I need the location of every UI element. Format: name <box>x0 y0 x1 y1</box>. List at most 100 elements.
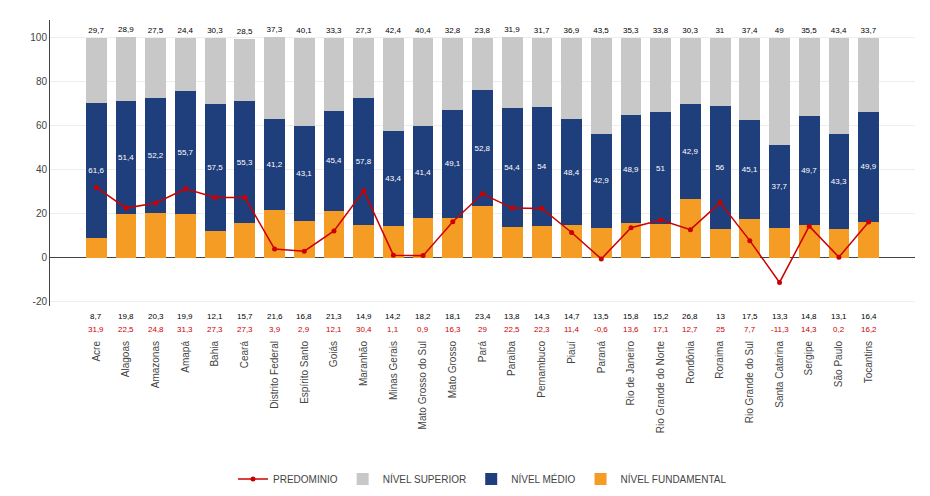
svg-text:33,8: 33,8 <box>653 26 669 35</box>
svg-text:Goiás: Goiás <box>328 341 339 367</box>
svg-text:56: 56 <box>715 163 724 172</box>
svg-text:16,3: 16,3 <box>445 325 461 334</box>
svg-text:17,5: 17,5 <box>742 312 758 321</box>
svg-text:23,4: 23,4 <box>475 312 491 321</box>
svg-text:São Paulo: São Paulo <box>833 341 844 388</box>
svg-text:27,3: 27,3 <box>207 325 223 334</box>
svg-text:-0,6: -0,6 <box>594 325 608 334</box>
svg-text:40: 40 <box>36 164 48 175</box>
svg-text:14,3: 14,3 <box>801 325 817 334</box>
svg-text:37,4: 37,4 <box>742 26 758 35</box>
svg-text:Distrito Federal: Distrito Federal <box>269 341 280 409</box>
svg-text:41,4: 41,4 <box>415 168 431 177</box>
svg-text:32,8: 32,8 <box>445 26 461 35</box>
svg-text:40,4: 40,4 <box>415 26 431 35</box>
svg-text:12,1: 12,1 <box>207 312 223 321</box>
svg-text:41,2: 41,2 <box>267 160 283 169</box>
svg-text:29: 29 <box>478 325 487 334</box>
svg-text:11,4: 11,4 <box>564 325 580 334</box>
svg-text:49,7: 49,7 <box>801 166 817 175</box>
svg-text:52,8: 52,8 <box>474 144 490 153</box>
svg-text:54,4: 54,4 <box>504 163 520 172</box>
svg-text:PREDOMINIO: PREDOMINIO <box>273 474 338 485</box>
svg-text:13,1: 13,1 <box>831 312 847 321</box>
svg-text:30,3: 30,3 <box>207 26 223 35</box>
svg-text:49,1: 49,1 <box>445 159 461 168</box>
svg-text:Pernambuco: Pernambuco <box>536 341 547 398</box>
svg-text:55,7: 55,7 <box>177 148 193 157</box>
svg-text:27,3: 27,3 <box>237 325 253 334</box>
svg-text:36,9: 36,9 <box>564 26 580 35</box>
svg-text:18,1: 18,1 <box>445 312 461 321</box>
svg-text:52,2: 52,2 <box>148 151 164 160</box>
svg-text:54: 54 <box>537 162 546 171</box>
svg-text:20: 20 <box>36 208 48 219</box>
svg-text:27,5: 27,5 <box>148 26 164 35</box>
svg-text:12,1: 12,1 <box>326 325 342 334</box>
svg-text:NÍVEL SUPERIOR: NÍVEL SUPERIOR <box>383 473 467 485</box>
svg-text:14,2: 14,2 <box>385 312 401 321</box>
svg-text:14,8: 14,8 <box>801 312 817 321</box>
svg-text:16,4: 16,4 <box>861 312 877 321</box>
svg-text:Sergipe: Sergipe <box>803 341 814 376</box>
svg-text:Tocantins: Tocantins <box>863 341 874 383</box>
svg-text:Maranhão: Maranhão <box>358 341 369 386</box>
svg-text:43,4: 43,4 <box>831 26 847 35</box>
svg-text:Santa Catarina: Santa Catarina <box>774 341 785 408</box>
svg-text:2,9: 2,9 <box>298 325 310 334</box>
svg-text:13,8: 13,8 <box>504 312 520 321</box>
svg-text:42,9: 42,9 <box>593 176 609 185</box>
svg-text:Alagoas: Alagoas <box>120 341 131 377</box>
svg-text:30,3: 30,3 <box>682 26 698 35</box>
svg-text:31,7: 31,7 <box>534 26 550 35</box>
svg-text:23,8: 23,8 <box>474 26 490 35</box>
svg-text:Paraná: Paraná <box>596 341 607 374</box>
svg-text:20,3: 20,3 <box>148 312 164 321</box>
svg-text:16,8: 16,8 <box>296 312 312 321</box>
svg-text:7,7: 7,7 <box>744 325 756 334</box>
svg-text:13,6: 13,6 <box>623 325 639 334</box>
svg-text:51,4: 51,4 <box>118 153 134 162</box>
svg-text:13,5: 13,5 <box>593 312 609 321</box>
svg-text:14,3: 14,3 <box>534 312 550 321</box>
svg-text:60: 60 <box>36 120 48 131</box>
svg-text:80: 80 <box>36 76 48 87</box>
svg-text:24,4: 24,4 <box>177 26 193 35</box>
svg-text:31,3: 31,3 <box>177 325 193 334</box>
svg-text:40,1: 40,1 <box>296 26 312 35</box>
svg-text:22,5: 22,5 <box>118 325 134 334</box>
svg-text:Rio Grande do Norte: Rio Grande do Norte <box>655 341 666 434</box>
svg-text:31,9: 31,9 <box>88 325 104 334</box>
svg-text:Bahia: Bahia <box>209 341 220 367</box>
svg-text:15,7: 15,7 <box>237 312 253 321</box>
svg-text:1,1: 1,1 <box>387 325 399 334</box>
svg-text:28,9: 28,9 <box>118 25 134 34</box>
svg-text:45,4: 45,4 <box>326 156 342 165</box>
svg-text:33,7: 33,7 <box>861 26 877 35</box>
svg-text:16,2: 16,2 <box>861 325 877 334</box>
svg-text:13: 13 <box>716 312 725 321</box>
svg-text:30,4: 30,4 <box>356 325 372 334</box>
svg-text:0: 0 <box>41 252 47 263</box>
svg-text:19,8: 19,8 <box>118 312 134 321</box>
svg-text:31,9: 31,9 <box>504 25 520 34</box>
svg-text:8,7: 8,7 <box>90 312 102 321</box>
svg-text:61,6: 61,6 <box>88 166 104 175</box>
svg-text:48,9: 48,9 <box>623 165 639 174</box>
svg-text:Minas Gerais: Minas Gerais <box>388 341 399 400</box>
svg-text:0,9: 0,9 <box>417 325 429 334</box>
svg-text:17,1: 17,1 <box>653 325 669 334</box>
svg-text:Rio de Janeiro: Rio de Janeiro <box>625 341 636 406</box>
svg-text:3,9: 3,9 <box>269 325 281 334</box>
svg-text:42,4: 42,4 <box>385 26 401 35</box>
svg-text:43,3: 43,3 <box>831 177 847 186</box>
svg-text:26,8: 26,8 <box>682 312 698 321</box>
svg-text:35,5: 35,5 <box>801 26 817 35</box>
svg-text:Roraima: Roraima <box>714 341 725 379</box>
svg-text:Espírito Santo: Espírito Santo <box>299 341 310 404</box>
svg-text:22,3: 22,3 <box>534 325 550 334</box>
svg-text:Amazonas: Amazonas <box>150 341 161 388</box>
svg-text:Rondônia: Rondônia <box>685 341 696 384</box>
svg-text:51: 51 <box>656 164 665 173</box>
svg-text:14,9: 14,9 <box>356 312 372 321</box>
